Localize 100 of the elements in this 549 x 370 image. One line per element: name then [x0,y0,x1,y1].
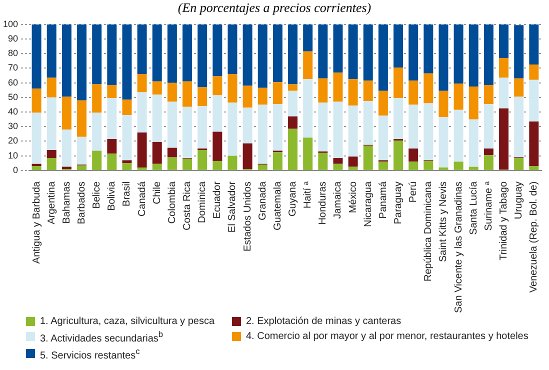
bar [514,78,524,97]
bar [122,100,132,115]
bar [258,24,268,88]
bar [454,162,464,170]
x-tick-label: El Salvador [227,180,238,233]
x-tick-label: Costa Rica [182,181,194,230]
bar [167,148,177,158]
bar [107,24,117,86]
bar [363,80,373,102]
bar [228,102,238,156]
bar [514,158,524,170]
x-tick-label: Santa Lucía [468,181,480,235]
bar [152,24,162,82]
x-tick-label: San Vicente y las Granadinas [453,181,464,313]
bar [212,24,222,76]
bar [394,98,404,140]
bar [303,24,313,52]
bar [318,24,328,78]
bar [182,158,192,170]
bar [438,117,448,168]
bar [212,76,222,96]
bar [484,104,494,149]
bar [303,79,313,138]
bar [272,24,282,82]
bar [529,24,539,65]
bar [152,94,162,142]
legend-label: 4. Comercio al por mayor y al por menor, restaurantes y hoteles [246,331,528,342]
x-tick-label: Argentina [46,181,58,224]
bar [77,136,87,165]
x-tick-label: Dominica [197,181,208,224]
bar [454,110,464,162]
x-tick-label: Ecuador [212,180,224,219]
x-tick-label: Belice [92,181,103,209]
bar [46,158,56,170]
legend-label: 5. Servicios restantes$^{c}$ [40,346,140,362]
bar [212,160,222,170]
bar [438,90,448,118]
bar [318,78,328,103]
bar [454,84,464,110]
x-tick-label: Paraguay [393,181,404,224]
bar [272,82,282,104]
bar [288,24,298,84]
bar [32,112,42,164]
bar [212,132,222,161]
bar [394,67,404,98]
legend-label: 1. Agricultura, caza, silvicultura y pesca [40,316,215,327]
bar [318,152,328,170]
y-tick-label: 40 [8,106,18,117]
y-tick-label: 60 [8,77,18,88]
x-tick-label: Nicaragua [362,181,374,228]
bar [32,166,42,170]
bar [288,116,298,129]
bar [499,108,509,170]
x-tick-label: Uruguay [514,181,525,220]
bar [137,74,147,92]
bar [182,81,192,107]
bar [333,164,343,170]
bar [46,97,56,150]
y-tick-label: 80 [8,48,18,58]
bar [122,160,132,164]
bar [122,24,132,100]
bar [348,79,358,106]
bar [122,163,132,170]
bar [152,81,162,94]
bar [228,156,238,170]
bar [363,101,373,145]
x-tick-label: Antigua y Barbuda [31,181,42,264]
bar [424,73,434,104]
bar [424,160,434,170]
bar [468,24,478,86]
bar [92,24,102,84]
x-tick-label: Canadá [136,181,148,216]
x-tick-label: Bahamas [61,181,72,224]
bar [242,108,252,144]
bar [288,84,298,91]
y-tick-label: 100 [2,18,18,29]
x-tick-label: Venezuela (Rep. Bol. de) [528,181,540,293]
bar [288,128,298,170]
bar [167,102,177,148]
bar [468,119,478,167]
bar [258,88,268,105]
bar [107,139,117,154]
bar [378,24,388,91]
bar [514,25,524,78]
y-tick-label: 30 [8,121,18,132]
bar [499,58,509,78]
bar [77,100,87,137]
x-tick-label: República Dominicana [423,181,434,282]
bar [484,24,494,86]
bar [212,95,222,132]
bar [137,24,147,74]
bar [348,166,358,170]
bar [348,105,358,157]
bar [499,78,509,108]
bar [198,150,208,170]
y-tick-label: 70 [8,62,18,73]
bar [303,51,313,80]
bar [348,24,358,80]
bar [529,122,539,166]
bar [32,88,42,113]
